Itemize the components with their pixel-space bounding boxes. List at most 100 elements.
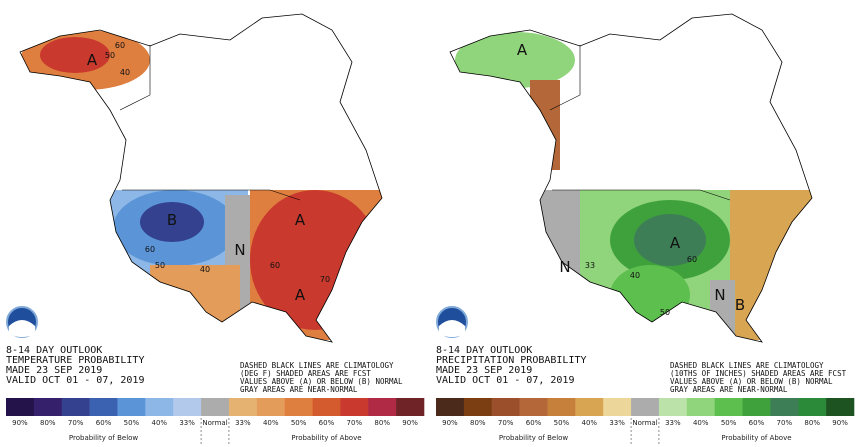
legend-caption: Probability of Above	[721, 434, 791, 442]
note-line: VALUES ABOVE (A) OR BELOW (B) NORMAL	[670, 377, 833, 386]
legend-swatch	[714, 398, 743, 416]
legend-caption: Probability of Below	[499, 434, 569, 442]
legend-label: 50%	[554, 419, 570, 427]
map-label: 40	[200, 265, 210, 274]
title-line: TEMPERATURE PROBABILITY	[6, 355, 144, 366]
legend-label: 40%	[581, 419, 597, 427]
legend-label: 33%	[665, 419, 681, 427]
legend-swatch	[658, 398, 688, 416]
map-label: 50	[155, 261, 165, 270]
legend-label: 60%	[319, 419, 335, 427]
legend-label: Normal	[632, 419, 657, 427]
legend-swatch	[603, 398, 632, 416]
legend-label: 60%	[749, 419, 765, 427]
map-label: 60	[145, 245, 155, 254]
noaa-logo-wing	[439, 320, 465, 337]
map-label: 70	[320, 275, 330, 284]
legend-swatch	[826, 398, 855, 416]
legend-label: Normal	[202, 419, 227, 427]
legend-swatch	[145, 398, 174, 416]
title-line: 8-14 DAY OUTLOOK	[6, 345, 102, 356]
legend-label: 40%	[693, 419, 709, 427]
noaa-logo-wing	[9, 320, 35, 337]
map-label: 50	[660, 308, 670, 317]
map-label: A	[295, 286, 306, 304]
note-line: GRAY AREAS ARE NEAR-NORMAL	[240, 385, 358, 394]
note-line: GRAY AREAS ARE NEAR-NORMAL	[670, 385, 788, 394]
legend-swatch	[742, 398, 771, 416]
legend-swatch	[686, 398, 715, 416]
map-label: A	[670, 234, 681, 252]
map-label: B	[167, 211, 177, 229]
legend-swatch	[284, 398, 313, 416]
legend-swatch	[547, 398, 576, 416]
temperature-map: A 60 50 40 B N A A 60 50 40 70 60	[19, 13, 383, 343]
note-line: (10THS OF INCHES) SHADED AREAS ARE FCST	[670, 369, 847, 378]
legend-label: 60%	[96, 419, 112, 427]
map-label: N	[559, 258, 570, 276]
legend-swatch	[798, 398, 827, 416]
legend-label: 50%	[721, 419, 737, 427]
legend-swatch	[61, 398, 90, 416]
legend-label: 80%	[374, 419, 390, 427]
legend-label: 90%	[832, 419, 848, 427]
note-line: VALUES ABOVE (A) OR BELOW (B) NORMAL	[240, 377, 403, 386]
legend-swatch	[340, 398, 369, 416]
legend-swatch	[491, 398, 520, 416]
map-label: 40	[120, 68, 130, 77]
map-label: A	[295, 211, 306, 229]
map-label: 60	[115, 41, 125, 50]
legend-swatch	[312, 398, 341, 416]
legend-label: 80%	[470, 419, 486, 427]
title-line: VALID OCT 01 - 07, 2019	[6, 375, 144, 386]
map-label: A	[87, 51, 98, 69]
legend-label: 33%	[609, 419, 625, 427]
legend-caption: Probability of Above	[291, 434, 361, 442]
title-line: VALID OCT 01 - 07, 2019	[436, 375, 574, 386]
legend-label: 60%	[526, 419, 542, 427]
legend-caption: Probability of Below	[69, 434, 139, 442]
legend-swatch	[396, 398, 425, 416]
map-label: 40	[630, 271, 640, 280]
legend-label: 40%	[151, 419, 167, 427]
legend-label: 50%	[291, 419, 307, 427]
legend-swatch	[575, 398, 604, 416]
legend-label: 90%	[402, 419, 418, 427]
legend-swatch	[368, 398, 397, 416]
legend-swatch	[519, 398, 548, 416]
legend-swatch	[256, 398, 285, 416]
map-label: 60	[270, 261, 280, 270]
legend-swatch	[631, 398, 660, 416]
legend-label: 80%	[804, 419, 820, 427]
legend-label: 40%	[263, 419, 279, 427]
legend-label: 70%	[68, 419, 84, 427]
legend-swatch	[89, 398, 118, 416]
legend-swatch	[33, 398, 63, 416]
legend-swatch	[173, 398, 202, 416]
legend-label: 50%	[124, 419, 140, 427]
legend-swatch	[228, 398, 258, 416]
map-label: N	[234, 241, 245, 259]
note-line: (DEG F) SHADED AREAS ARE FCST	[240, 369, 371, 378]
legend-label: 70%	[777, 419, 793, 427]
legend-label: 70%	[498, 419, 514, 427]
map-label: N	[714, 286, 725, 304]
title-line: PRECIPITATION PROBABILITY	[436, 355, 587, 366]
legend-label: 33%	[179, 419, 195, 427]
legend-swatch	[117, 398, 146, 416]
precipitation-map: A N A 33 40 50 60 N B	[449, 13, 813, 343]
map-label: 60	[687, 255, 697, 264]
legend-swatch	[201, 398, 230, 416]
title-line: MADE 23 SEP 2019	[6, 365, 102, 376]
legend-label: 33%	[235, 419, 251, 427]
legend-label: 70%	[347, 419, 363, 427]
legend-label: 90%	[12, 419, 28, 427]
note-line: DASHED BLACK LINES ARE CLIMATOLOGY	[240, 361, 394, 370]
map-label: A	[517, 41, 528, 59]
map-label: B	[735, 296, 745, 314]
legend-swatch	[436, 398, 465, 416]
title-line: MADE 23 SEP 2019	[436, 365, 532, 376]
